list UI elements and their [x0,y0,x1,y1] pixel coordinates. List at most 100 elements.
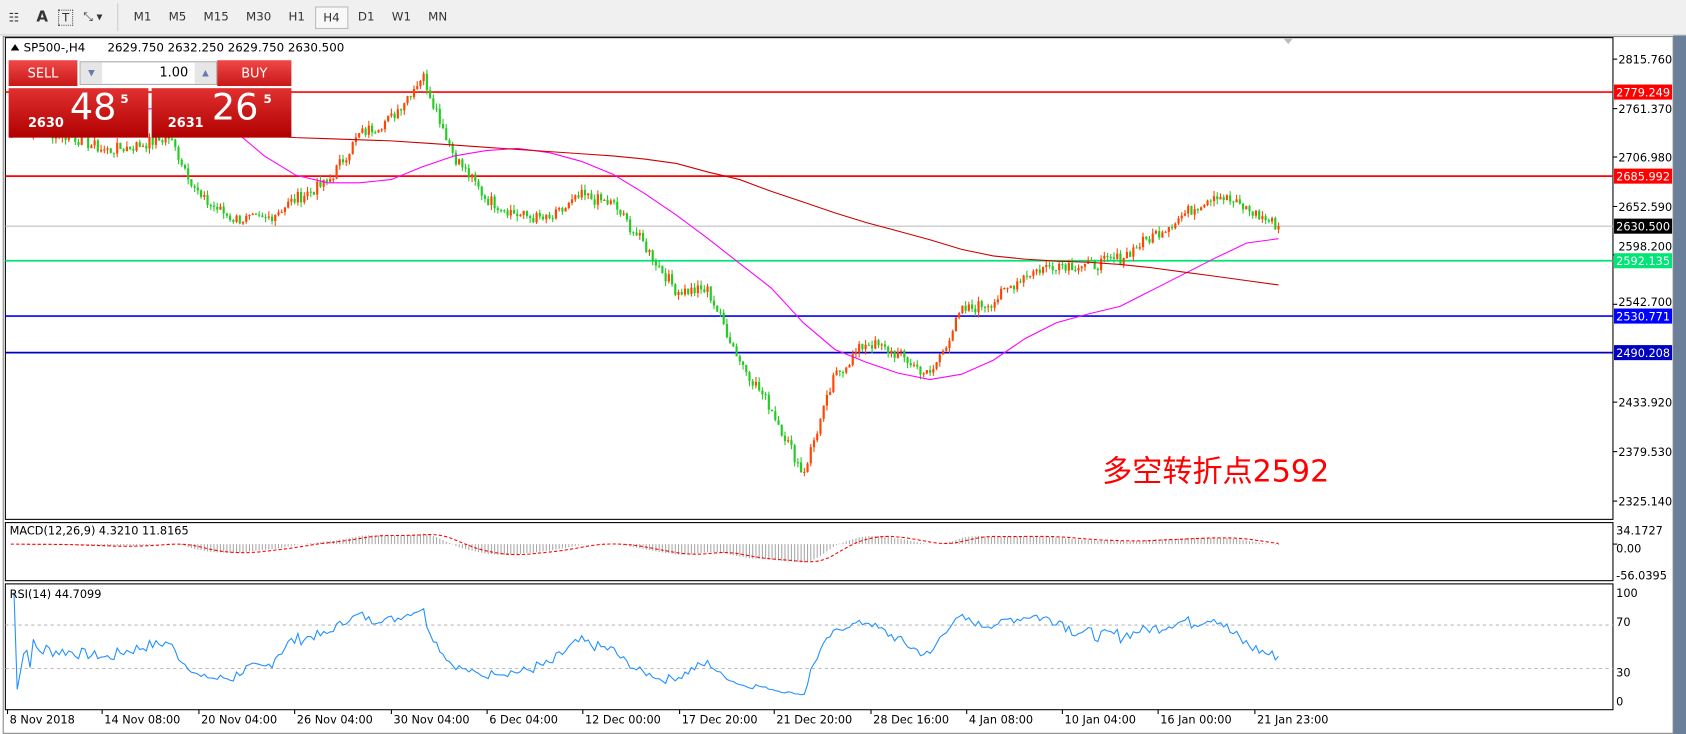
candle [887,345,890,358]
candle [545,214,548,224]
buy-price-button[interactable]: 2631 26 5 [151,86,292,138]
candle [745,364,748,376]
candle-body [361,128,364,133]
sell-button[interactable]: SELL [8,60,78,87]
arrows-icon[interactable]: ⤡ ▾ [83,9,103,24]
macd-label: MACD(12,26,9) 4.3210 11.8165 [10,524,189,537]
time-axis-label: 12 Dec 00:00 [585,714,661,727]
text-label-icon[interactable]: T [57,9,74,26]
candle [709,286,712,304]
candle-body [300,191,303,203]
candle-body [1196,209,1199,211]
candle-body [796,462,799,464]
candle [1238,194,1241,205]
timeframe-mn[interactable]: MN [428,9,448,24]
candle [916,360,919,370]
candle-body [400,109,403,111]
candle-body [554,209,558,219]
candle [190,179,193,188]
candle [538,209,541,220]
candle [264,213,267,223]
candle [541,213,545,221]
candle [577,191,580,199]
timeframe-m30[interactable]: M30 [246,9,272,24]
rsi-tick-label: 0 [1616,695,1623,708]
candle [409,95,412,101]
candle-body [1222,197,1225,200]
candle-body [500,210,503,212]
decrease-lot-button[interactable]: ▼ [80,62,103,84]
text-icon[interactable]: A [36,8,49,26]
candle [454,149,458,167]
candle-body [451,143,454,153]
candle-body [196,187,199,191]
timeframe-m1[interactable]: M1 [133,9,152,24]
candle [429,86,432,99]
candle [270,213,274,225]
timeframe-m15[interactable]: M15 [203,9,229,24]
candle [832,372,835,393]
candle [1206,199,1209,207]
candle [1158,226,1161,240]
grid-icon[interactable]: ☷ [8,10,20,25]
candle [903,349,906,363]
timeframe-m5[interactable]: M5 [168,9,187,24]
candle-body [390,113,393,116]
buy-button[interactable]: BUY [217,60,292,87]
candle [825,390,828,411]
candle [364,126,367,138]
candle-body [635,232,638,236]
candle-body [1206,200,1209,206]
candle [122,148,125,153]
candle-body [1064,264,1067,271]
candle [729,332,732,344]
increase-lot-button[interactable]: ▲ [194,62,217,84]
candle-body [77,141,80,145]
candle-body [638,233,641,236]
candle [445,124,448,141]
candle-body [658,265,661,267]
timeframe-w1[interactable]: W1 [391,9,411,24]
candle [274,214,277,226]
candle [251,212,254,216]
candle-body [277,212,280,216]
candle [138,139,141,148]
candle [993,299,996,312]
candle-body [229,215,232,220]
candle-body [364,128,367,135]
candle [612,198,616,205]
candle-body [1145,236,1148,240]
timeframe-h1[interactable]: H1 [288,9,305,24]
candle-body [438,108,441,124]
candle [722,309,725,326]
candle-body [1061,263,1064,266]
candle-body [180,159,183,166]
candle [925,370,928,375]
candle [258,211,261,218]
candle-body [1054,270,1058,272]
level-price-label: 2530.771 [1616,310,1670,323]
candle-body [1096,268,1099,271]
candle [1164,230,1167,233]
candle-body [1022,275,1025,283]
candle [448,138,451,147]
candle [625,212,628,223]
candle-body [90,145,93,149]
candle [690,282,693,297]
candle [877,338,880,349]
lot-size-stepper[interactable]: ▼ 1.00 ▲ [79,61,218,85]
lot-size-value[interactable]: 1.00 [159,64,189,80]
candle [1274,216,1277,230]
candle [1254,209,1258,219]
candle [1058,261,1061,275]
sell-price-button[interactable]: 2630 48 5 [8,86,149,138]
timeframe-h4[interactable]: H4 [314,5,349,29]
timeframe-d1[interactable]: D1 [357,9,375,24]
candle-body [161,140,164,143]
buy-price-pips: 26 [211,86,259,130]
candle-body [774,411,777,421]
level-price-label: 2779.249 [1616,86,1670,99]
candle-body [187,168,190,180]
